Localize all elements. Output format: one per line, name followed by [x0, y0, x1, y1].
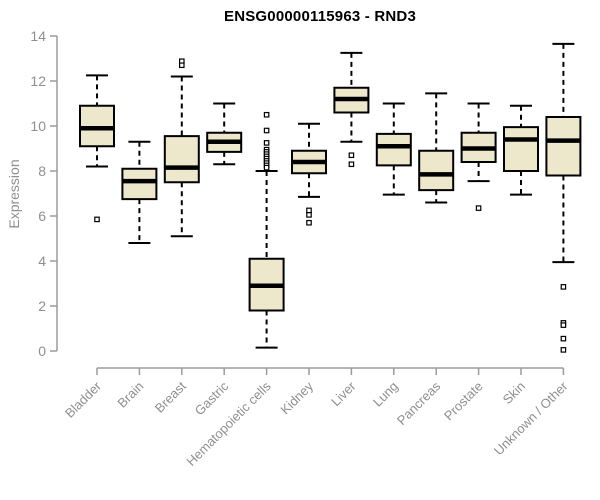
outlier-point — [348, 161, 355, 168]
outlier-point — [263, 140, 270, 146]
y-tick-label: 10 — [30, 118, 46, 134]
outlier-point — [263, 111, 270, 118]
y-axis: 0 2 4 6 8 10 12 14 — [30, 28, 58, 359]
boxplot-hematopoietic-cells — [248, 111, 285, 349]
boxplot-unknown-other — [545, 42, 582, 353]
outlier-point — [306, 219, 312, 226]
outlier-point — [306, 207, 312, 214]
boxplot-liver — [333, 51, 370, 168]
boxplot-prostate — [460, 102, 497, 211]
x-tick-label-skin: Skin — [500, 379, 528, 407]
outlier-point — [560, 284, 567, 290]
boxplot-bladder — [79, 74, 115, 223]
outlier-point — [475, 205, 482, 211]
boxplot-lung — [375, 102, 412, 196]
outlier-point — [263, 127, 270, 134]
y-tick-label: 0 — [38, 343, 46, 359]
outlier-point — [560, 335, 567, 342]
y-tick-label: 4 — [38, 253, 46, 269]
x-tick-label-bladder: Bladder — [62, 378, 105, 421]
x-tick-label-prostate: Prostate — [441, 379, 486, 424]
y-tick-label: 2 — [38, 298, 46, 314]
x-tick-label-lung: Lung — [370, 379, 401, 410]
boxplot-brain — [121, 140, 158, 244]
outlier-point — [94, 216, 100, 223]
x-tick-label-breast: Breast — [152, 378, 189, 415]
x-tick-label-unknown-other: Unknown / Other — [491, 378, 571, 458]
boxplot-breast — [163, 58, 200, 238]
x-tick-label-hematopoietic-cells: Hematopoietic cells — [183, 378, 274, 469]
y-tick-label: 8 — [38, 163, 46, 179]
outlier-point — [348, 152, 355, 159]
y-tick-label: 6 — [38, 208, 46, 224]
boxplot-gastric — [206, 102, 243, 166]
y-tick-label: 14 — [30, 28, 46, 44]
outlier-point — [179, 62, 185, 69]
outlier-point — [306, 212, 312, 218]
x-tick-label-gastric: Gastric — [192, 378, 232, 418]
x-tick-label-pancreas: Pancreas — [394, 378, 444, 428]
outlier-point — [560, 347, 567, 353]
x-tick-label-liver: Liver — [328, 378, 359, 409]
outlier-point — [263, 164, 270, 171]
boxplot-pancreas — [418, 92, 455, 204]
chart-title: ENSG00000115963 - RND3 — [223, 8, 417, 25]
x-tick-label-brain: Brain — [114, 379, 146, 411]
boxplot-skin — [503, 104, 539, 196]
x-tick-label-kidney: Kidney — [277, 378, 316, 417]
boxplot-kidney — [291, 122, 327, 226]
y-tick-label: 12 — [30, 73, 46, 89]
outlier-point — [560, 322, 567, 328]
